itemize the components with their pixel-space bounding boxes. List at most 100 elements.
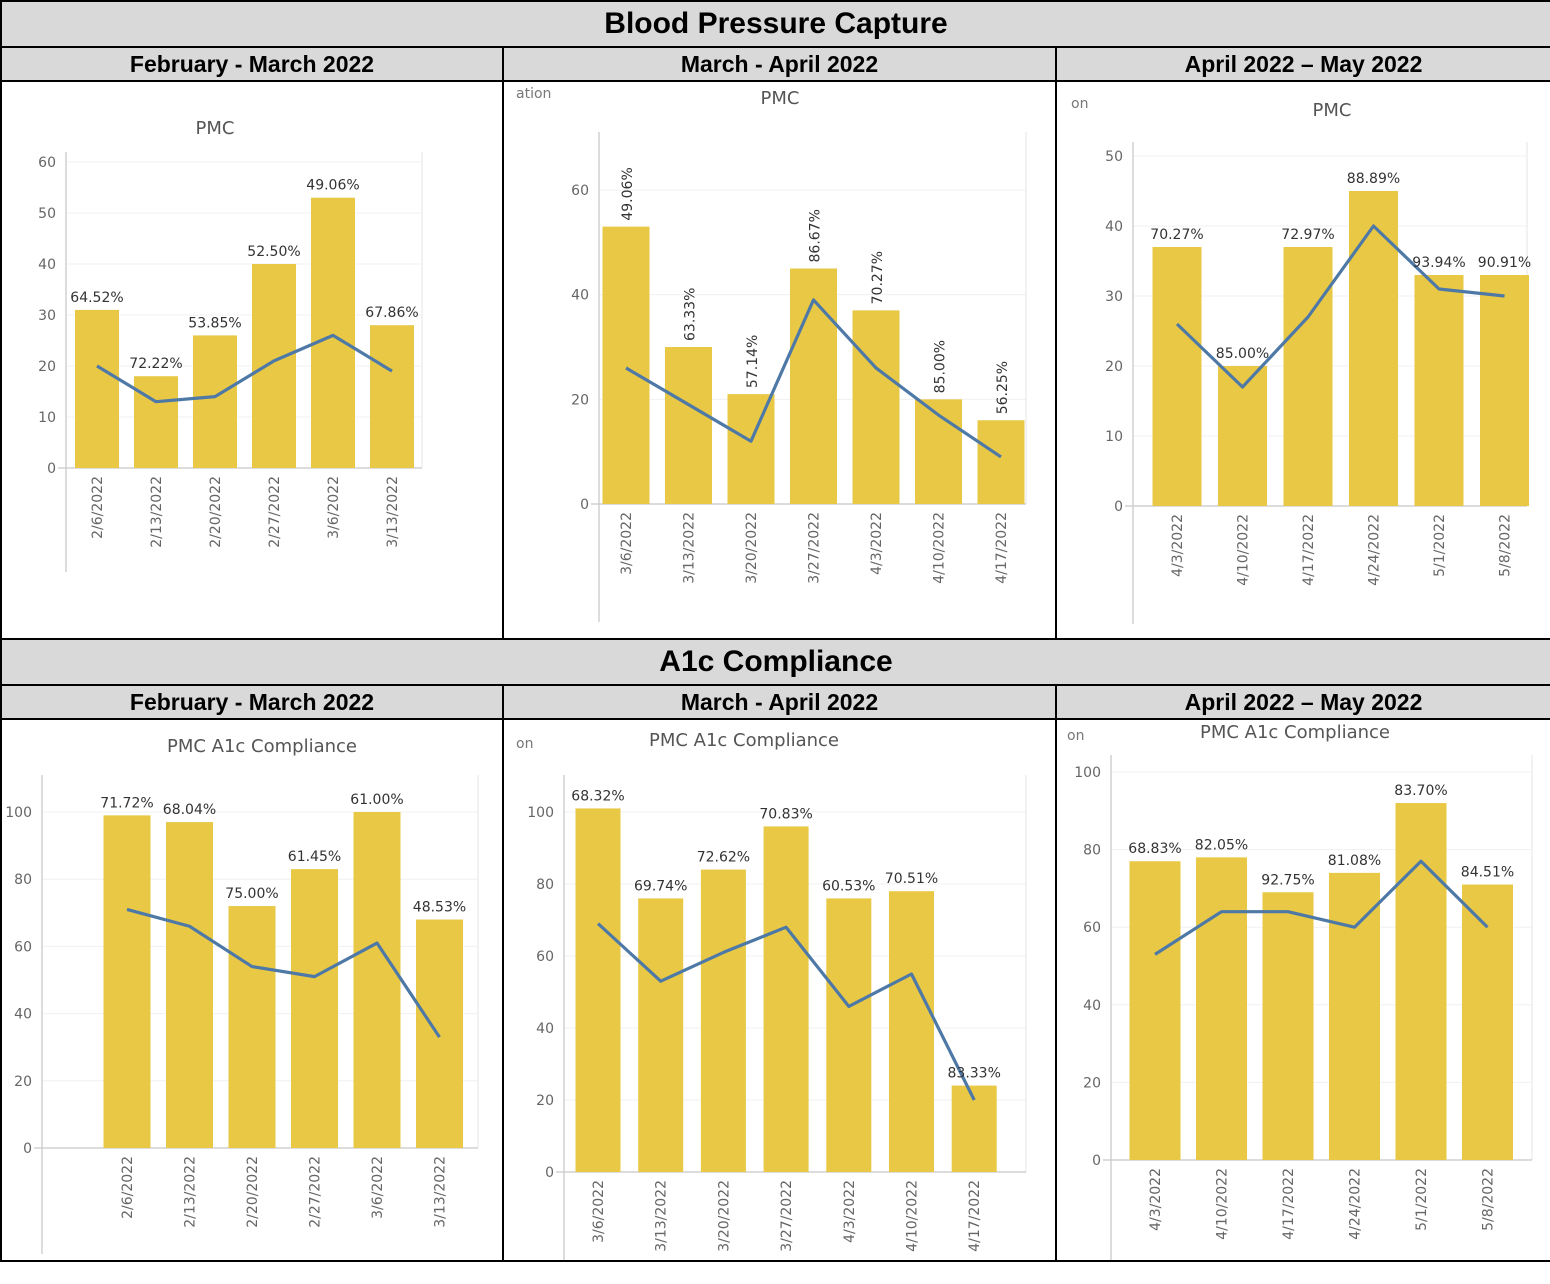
x-tick-label: 4/10/2022 bbox=[905, 1180, 921, 1252]
bar bbox=[1349, 191, 1398, 506]
x-tick-label: 4/3/2022 bbox=[842, 1180, 858, 1243]
bar bbox=[1196, 857, 1247, 1160]
y-tick-label: 20 bbox=[536, 1093, 554, 1109]
y-tick-label: 100 bbox=[1074, 765, 1101, 781]
data-label: 56.25% bbox=[995, 361, 1011, 414]
x-tick-label: 3/20/2022 bbox=[716, 1180, 732, 1252]
y-tick-label: 50 bbox=[38, 206, 56, 222]
x-tick-label: 2/6/2022 bbox=[90, 476, 106, 539]
data-label: 72.22% bbox=[129, 356, 182, 372]
x-tick-label: 4/3/2022 bbox=[1170, 514, 1186, 577]
y-tick-label: 40 bbox=[536, 1021, 554, 1037]
a1c-chart-apr-may: PMC A1c Compliance on 0 20 40 60 80 100 68.83% 82… bbox=[1067, 722, 1533, 1259]
data-label: 81.08% bbox=[1328, 853, 1381, 869]
bar bbox=[1283, 247, 1333, 506]
y-tick-label: 50 bbox=[1105, 149, 1123, 165]
y-tick-label: 30 bbox=[38, 308, 56, 324]
y-tick-label: 20 bbox=[14, 1074, 32, 1090]
axis-title-fragment: on bbox=[1067, 728, 1084, 744]
x-tick-label: 5/1/2022 bbox=[1414, 1168, 1430, 1231]
bar bbox=[166, 822, 213, 1148]
y-tick-label: 60 bbox=[38, 155, 56, 171]
data-label: 70.27% bbox=[870, 251, 886, 304]
y-tick-label: 0 bbox=[1114, 499, 1123, 515]
y-tick-label: 100 bbox=[5, 805, 32, 821]
x-tick-label: 2/27/2022 bbox=[267, 476, 283, 548]
x-tick-label: 4/17/2022 bbox=[1301, 514, 1317, 586]
data-label: 88.89% bbox=[1347, 171, 1400, 187]
bar bbox=[291, 869, 338, 1148]
x-tick-label: 4/17/2022 bbox=[967, 1180, 983, 1252]
data-label: 71.72% bbox=[100, 795, 153, 811]
x-tick-label: 4/10/2022 bbox=[1236, 514, 1252, 586]
y-tick-label: 40 bbox=[14, 1007, 32, 1023]
x-tick-label: 4/24/2022 bbox=[1348, 1168, 1364, 1240]
bar bbox=[416, 919, 463, 1148]
chart-cell: PMC A1c Compliance on 0 20 40 60 80 100 68.32% 69… bbox=[502, 718, 1057, 1262]
bar bbox=[826, 898, 872, 1172]
chart-title: PMC A1c Compliance bbox=[167, 736, 357, 757]
bar bbox=[763, 826, 809, 1172]
data-label: 67.86% bbox=[365, 305, 418, 321]
x-tick-label: 4/24/2022 bbox=[1367, 514, 1383, 586]
chart-title: PMC bbox=[196, 118, 235, 139]
data-label: 70.51% bbox=[885, 871, 938, 887]
bp-chart-mar-apr: PMC ation 0 20 40 60 49.06% 63.33% 57.14% 86.67% 7… bbox=[516, 86, 1027, 622]
x-tick-label: 2/20/2022 bbox=[245, 1156, 261, 1228]
data-label: 48.53% bbox=[413, 900, 466, 916]
bar bbox=[1129, 861, 1181, 1160]
x-tick-label: 2/27/2022 bbox=[308, 1156, 324, 1228]
x-tick-label: 3/6/2022 bbox=[370, 1156, 386, 1219]
x-tick-label: 3/6/2022 bbox=[619, 512, 635, 575]
data-label: 85.00% bbox=[933, 340, 949, 393]
data-label: 49.06% bbox=[306, 178, 359, 194]
trend-line bbox=[1175, 224, 1505, 389]
y-tick-label: 60 bbox=[14, 939, 32, 955]
chart-cell: PMC A1c Compliance 0 20 40 60 80 100 71.72% 68.0… bbox=[0, 718, 504, 1262]
x-tick-label: 3/13/2022 bbox=[385, 476, 401, 548]
data-label: 64.52% bbox=[70, 290, 123, 306]
data-label: 69.74% bbox=[634, 878, 687, 894]
bar bbox=[1218, 366, 1267, 506]
axis-title-fragment: ation bbox=[516, 86, 551, 102]
period-header-2: March - April 2022 bbox=[502, 46, 1057, 82]
chart-title: PMC A1c Compliance bbox=[1200, 722, 1390, 743]
x-tick-label: 4/17/2022 bbox=[994, 512, 1010, 584]
y-tick-label: 0 bbox=[47, 461, 56, 477]
a1c-chart-feb-mar: PMC A1c Compliance 0 20 40 60 80 100 71.72% 68.0… bbox=[5, 736, 479, 1254]
data-label: 63.33% bbox=[683, 288, 699, 341]
data-label: 70.27% bbox=[1150, 227, 1203, 243]
trend-line bbox=[1154, 859, 1489, 956]
x-tick-label: 2/13/2022 bbox=[149, 476, 165, 548]
y-tick-label: 80 bbox=[536, 877, 554, 893]
y-tick-label: 40 bbox=[1083, 998, 1101, 1014]
trend-line bbox=[96, 333, 393, 404]
bar bbox=[852, 310, 900, 504]
y-tick-label: 40 bbox=[38, 257, 56, 273]
bar bbox=[252, 264, 296, 468]
x-tick-label: 5/1/2022 bbox=[1432, 514, 1448, 577]
data-label: 75.00% bbox=[225, 886, 278, 902]
x-tick-label: 3/20/2022 bbox=[744, 512, 760, 584]
y-tick-label: 0 bbox=[580, 497, 589, 513]
y-tick-label: 30 bbox=[1105, 289, 1123, 305]
chart-cell: PMC 0 10 20 30 40 50 60 64.52% 72.22% 53.85% 52.50%… bbox=[0, 80, 504, 640]
y-tick-label: 40 bbox=[571, 288, 589, 304]
trend-line bbox=[596, 922, 976, 1101]
x-tick-label: 3/13/2022 bbox=[654, 1180, 670, 1252]
y-tick-label: 10 bbox=[1105, 429, 1123, 445]
data-label: 60.53% bbox=[822, 878, 875, 894]
x-tick-label: 2/20/2022 bbox=[208, 476, 224, 548]
x-tick-label: 3/13/2022 bbox=[682, 512, 698, 584]
chart-title: PMC bbox=[761, 88, 800, 109]
bar bbox=[889, 891, 934, 1172]
bar bbox=[75, 309, 119, 468]
y-tick-label: 60 bbox=[536, 949, 554, 965]
section-title-a1c: A1c Compliance bbox=[0, 638, 1550, 686]
y-tick-label: 0 bbox=[1092, 1153, 1101, 1169]
x-tick-label: 5/8/2022 bbox=[1498, 514, 1514, 577]
bar bbox=[370, 325, 414, 468]
bar bbox=[977, 420, 1025, 504]
data-label: 68.83% bbox=[1128, 841, 1181, 857]
bar bbox=[193, 335, 237, 468]
